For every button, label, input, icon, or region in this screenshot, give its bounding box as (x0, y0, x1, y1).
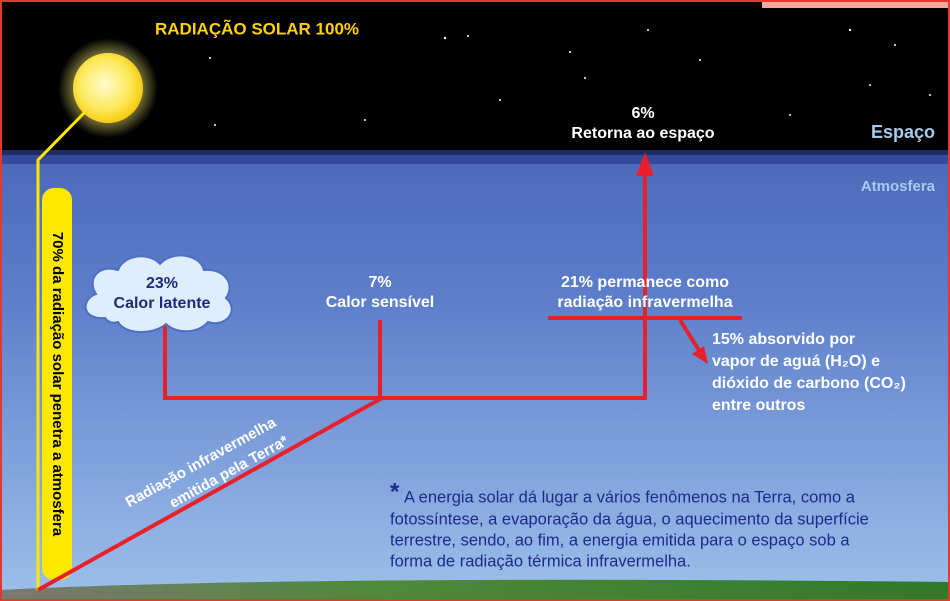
sun (73, 53, 143, 123)
absorbed-line: dióxido de carbono (CO₂) (712, 375, 906, 392)
absorbed-text: 15% absorvido por vapor de aguá (H₂O) e … (712, 331, 906, 414)
footnote-line: A energia solar dá lugar a vários fenôme… (404, 488, 856, 506)
corner-strip (762, 0, 950, 8)
absorbed-line: vapor de aguá (H₂O) e (712, 353, 880, 370)
space-label: Espaço (871, 122, 935, 142)
infrared-line: radiação infravermelha (557, 294, 732, 311)
return-label: Retorna ao espaço (571, 125, 714, 142)
return-arrow-head (636, 152, 654, 176)
footnote-line: fotossíntese, a evaporação da água, o aq… (390, 510, 869, 528)
sensible-label: Calor sensível (326, 294, 435, 311)
infrared-line: 21% permanece como (561, 274, 729, 291)
return-value: 6% (631, 105, 654, 122)
latent-value: 23% (146, 275, 178, 292)
flow-lines (37, 172, 742, 592)
sensible-value: 7% (368, 274, 391, 291)
stars (209, 28, 931, 126)
absorbed-line: entre outros (712, 397, 805, 414)
footnote: * A energia solar dá lugar a vários fenô… (390, 478, 869, 570)
absorbed-line: 15% absorvido por (712, 331, 855, 348)
absorb-arrow-head (692, 346, 708, 364)
space-edge (0, 150, 950, 164)
ground (0, 579, 950, 601)
latent-label: Calor latente (114, 295, 211, 312)
cloud (84, 254, 233, 333)
solar-ray (36, 110, 87, 590)
footnote-line: terrestre, sendo, ao fim, a energia emit… (390, 531, 850, 549)
penetration-label: 70% da radiação solar penetra a atmosfer… (49, 232, 66, 537)
footnote-line: forma de radiação térmica infravermelha. (390, 552, 691, 570)
footnote-marker: * (390, 478, 400, 505)
penetration-band (42, 188, 72, 580)
sun-label: RADIAÇÃO SOLAR 100% (155, 18, 359, 38)
atmosphere-label: Atmosfera (861, 178, 936, 195)
space-bg (0, 0, 950, 155)
